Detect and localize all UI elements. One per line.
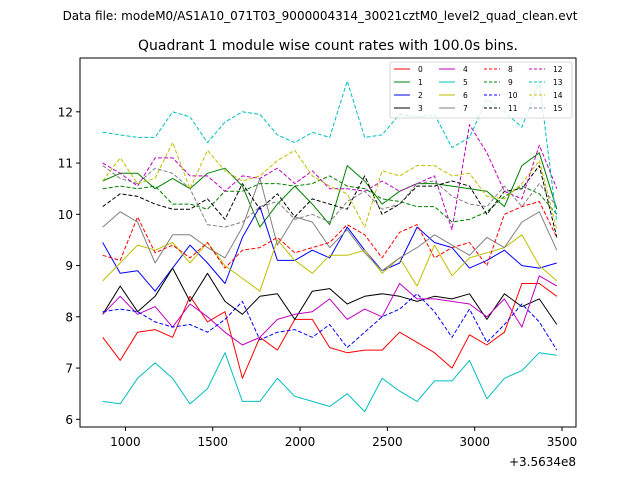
x-tick-label-1500: 1500 [197,435,228,449]
legend-label-2: 2 [418,91,423,100]
x-tick-label-2000: 2000 [285,435,316,449]
series-line-10 [102,293,558,351]
series-line-3 [102,267,558,325]
series-line-12 [102,124,558,231]
series-line-0 [102,283,558,379]
legend-box [389,61,573,119]
x-offset-label: +3.5634e8 [509,455,576,469]
series-line-9 [102,175,558,223]
legend-label-3: 3 [418,104,423,113]
legend-label-5: 5 [463,78,468,87]
legend-label-0: 0 [418,65,423,74]
chart-title: Quadrant 1 module wise count rates with … [138,38,518,54]
x-tick-label-3500: 3500 [547,435,578,449]
series-line-11 [102,165,558,238]
legend-label-8: 8 [508,65,513,74]
series-line-7 [102,177,558,272]
series-line-5 [102,352,557,413]
x-tick-label-3000: 3000 [459,435,490,449]
series-line-2 [102,206,557,292]
legend-label-12: 12 [553,65,563,74]
series-line-8 [102,201,558,269]
y-tick-label-10: 10 [58,208,73,222]
legend-label-11: 11 [508,104,518,113]
series-line-6 [102,234,558,292]
legend-label-13: 13 [553,78,563,87]
y-tick-label-6: 6 [65,413,73,427]
legend-label-7: 7 [463,104,468,113]
series-line-1 [102,152,558,228]
y-tick-label-11: 11 [58,157,73,171]
legend-label-14: 14 [553,91,563,100]
legend-label-9: 9 [508,78,513,87]
series-line-4 [102,275,558,346]
legend-label-1: 1 [418,78,423,87]
axes-frame [79,57,577,428]
x-tick-label-1000: 1000 [110,435,141,449]
series-line-15 [102,165,558,228]
legend-label-6: 6 [463,91,468,100]
y-tick-label-12: 12 [58,105,73,119]
chart-suptitle: Data file: modeM0/AS1A10_071T03_90000043… [63,9,578,23]
x-tick-label-2500: 2500 [372,435,403,449]
series-line-14 [102,142,558,230]
y-tick-label-9: 9 [65,259,73,273]
y-tick-label-7: 7 [65,362,73,376]
legend-label-10: 10 [508,91,518,100]
legend-label-15: 15 [553,104,563,113]
legend-label-4: 4 [463,65,468,74]
y-tick-label-8: 8 [65,310,73,324]
